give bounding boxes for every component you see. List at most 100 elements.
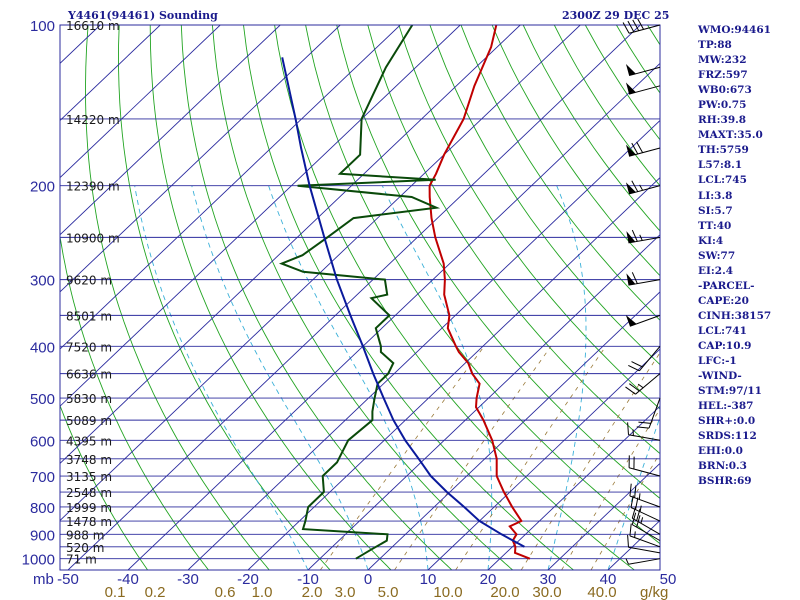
wind-barb	[622, 18, 661, 34]
barb-pennant	[626, 273, 636, 286]
barb-half-flag	[637, 383, 644, 389]
barb-staff	[628, 558, 661, 565]
barb-staff	[628, 236, 661, 244]
dewpoint-profile	[278, 25, 441, 560]
wind-barb	[629, 523, 661, 548]
barb-staff	[632, 517, 661, 535]
wind-barb	[625, 141, 661, 157]
barb-flag	[631, 361, 643, 368]
index-item: SW:77	[698, 249, 736, 262]
isotherm	[60, 25, 161, 122]
moist-adiabat	[134, 185, 309, 570]
dry-adiabat	[305, 25, 660, 545]
dry-adiabat	[60, 404, 148, 570]
index-item: CINH:38157	[698, 309, 772, 322]
temperature-label: 10	[420, 571, 437, 588]
isotherm	[67, 25, 641, 570]
barb-staff	[628, 434, 661, 441]
wind-barb	[625, 373, 661, 395]
barb-staff	[628, 467, 661, 477]
dry-adiabat	[274, 25, 635, 570]
pressure-label: 600	[30, 433, 55, 450]
barb-staff	[629, 495, 661, 508]
mb-label: mb	[33, 571, 54, 588]
index-item: WMO:94461	[698, 24, 771, 36]
mixing-ratio-label: 0.1	[105, 584, 126, 600]
index-item: -WIND-	[698, 370, 742, 383]
wind-barb	[625, 314, 661, 327]
barb-staff	[628, 24, 661, 34]
mixing-ratio-line	[520, 352, 660, 570]
pressure-label: 500	[30, 391, 55, 408]
isotherm	[307, 234, 660, 570]
barb-staff	[628, 279, 661, 286]
isotherm	[60, 25, 281, 236]
barb-half-flag	[639, 234, 643, 241]
mixing-ratio-line	[561, 408, 660, 570]
temperature-label: 50	[660, 571, 677, 588]
barb-flag	[625, 386, 636, 395]
barb-flag	[631, 142, 639, 155]
isotherm	[547, 462, 660, 570]
index-item: SI:5.7	[698, 204, 733, 217]
barb-flag	[636, 141, 644, 153]
barb-pennant	[625, 82, 636, 95]
barb-staff	[628, 85, 661, 95]
height-label: 4395 m	[66, 434, 112, 448]
height-label: 1999 m	[66, 501, 112, 515]
pressure-label: 300	[30, 273, 55, 290]
mixing-ratio-line	[319, 346, 485, 570]
dry-adiabat	[398, 25, 660, 410]
dry-adiabat	[149, 25, 392, 570]
index-item: SHR+:0.0	[698, 415, 756, 428]
isotherm	[127, 62, 660, 570]
index-item: CAPE:20	[698, 294, 749, 307]
mixing-ratio-label: 2.0	[302, 584, 323, 600]
barb-flag	[629, 483, 632, 497]
mixing-ratio-label: 40.0	[587, 584, 616, 600]
pressure-label: 1000	[22, 552, 55, 569]
barb-flag	[635, 497, 639, 510]
barb-flag	[631, 272, 638, 284]
index-item: EHI:0.0	[698, 445, 743, 458]
mixing-ratio-label: 0.2	[145, 584, 166, 600]
index-item: LCL:745	[698, 174, 747, 187]
mixing-ratio-label: 5.0	[378, 584, 399, 600]
dry-adiabat	[60, 233, 209, 570]
moist-adiabat	[268, 185, 429, 570]
wind-barb	[625, 82, 661, 95]
mixing-ratio-label: 10.0	[433, 584, 462, 600]
isotherm	[427, 348, 660, 570]
pressure-label: 100	[30, 18, 55, 35]
height-label: 10900 m	[66, 231, 120, 245]
isotherm	[0, 25, 40, 570]
isotherm	[187, 119, 660, 570]
barb-staff	[635, 373, 661, 395]
isotherm	[367, 291, 660, 570]
barb-pennant	[625, 315, 637, 327]
barb-flag	[631, 229, 638, 242]
mixing-ratio-label: 30.0	[532, 584, 561, 600]
wind-barb	[625, 63, 661, 77]
pressure-label: 700	[30, 469, 55, 486]
moist-adiabat	[191, 185, 369, 570]
isotherm	[60, 25, 341, 293]
temperature-label: -20	[237, 571, 259, 588]
plot-area	[0, 25, 660, 570]
stability-indices: WMO:94461 TP:88 MW:232 FRZ:597 WB0:673 PW:0.7…	[698, 23, 771, 489]
barb-staff	[632, 524, 661, 542]
wind-barb	[626, 229, 661, 244]
barb-flag	[627, 422, 629, 435]
height-label: 14220 m	[66, 113, 120, 127]
barb-flag	[629, 383, 640, 392]
index-item: SRDS:112	[698, 430, 757, 443]
wind-barb	[627, 422, 661, 441]
barb-staff	[629, 314, 661, 327]
height-label: 6636 m	[66, 368, 112, 382]
barb-flag	[627, 534, 629, 548]
barb-half-flag	[640, 517, 644, 524]
barb-half-flag	[634, 531, 636, 538]
height-label: 520 m	[66, 541, 104, 555]
barb-staff	[628, 185, 661, 195]
parcel-profile	[281, 57, 525, 548]
